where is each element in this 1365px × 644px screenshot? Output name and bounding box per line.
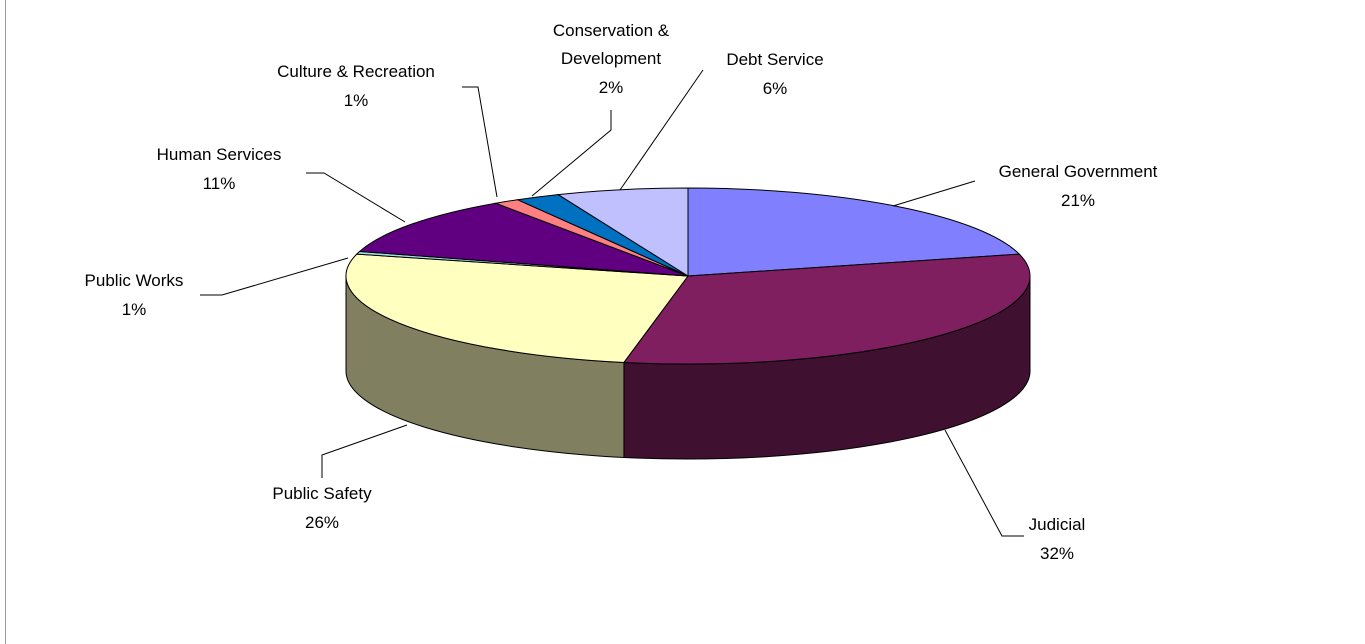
data-label-percent-culture-and-recreation: 1% [344,91,369,110]
pie-tops [345,187,1031,365]
data-labels: General Government 21% Judicial 32% Public S… [85,21,1158,563]
slice-judicial [622,253,1031,365]
data-label-percent-public-works: 1% [122,300,147,319]
data-label-name-public-safety: Public Safety [272,484,372,503]
data-label-percent-human-services: 11% [203,174,236,193]
slice-public-safety [345,253,689,363]
data-label-name-culture-and-recreation: Culture & Recreation [277,62,435,81]
leader-line-debt-service [619,69,704,191]
slice-debt-service [556,187,689,277]
data-label-percent-judicial: 32% [1040,544,1074,563]
data-label-percent-conservation-and-development: 2% [599,78,624,97]
leader-line-judicial [944,429,1024,537]
chart-left-border [5,0,6,644]
leader-lines [200,69,1024,537]
leader-line-culture-and-recreation [462,86,498,198]
data-label-name-human-services: Human Services [157,145,282,164]
leader-line-conservation-and-development [531,110,612,197]
data-label-name-debt-service: Debt Service [726,50,823,69]
slice-human-services [358,202,689,277]
data-label-name-judicial: Judicial [1029,515,1086,534]
data-label-name-general-government: General Government [999,162,1158,181]
leader-line-general-government [892,180,976,207]
data-label-percent-general-government: 21% [1061,191,1095,210]
data-label-name-public-works: Public Works [85,271,184,290]
slice-general-government [687,187,1021,277]
pie-sides [345,275,1031,460]
data-label-percent-public-safety: 26% [305,513,339,532]
data-label-percent-debt-service: 6% [763,79,788,98]
data-label-name-conservation-and-development: Conservation & [553,21,670,40]
leader-line-human-services [306,172,406,223]
leader-line-public-works [200,257,349,296]
data-label-name-conservation-and-development: Development [561,49,661,68]
leader-line-public-safety [321,424,408,478]
